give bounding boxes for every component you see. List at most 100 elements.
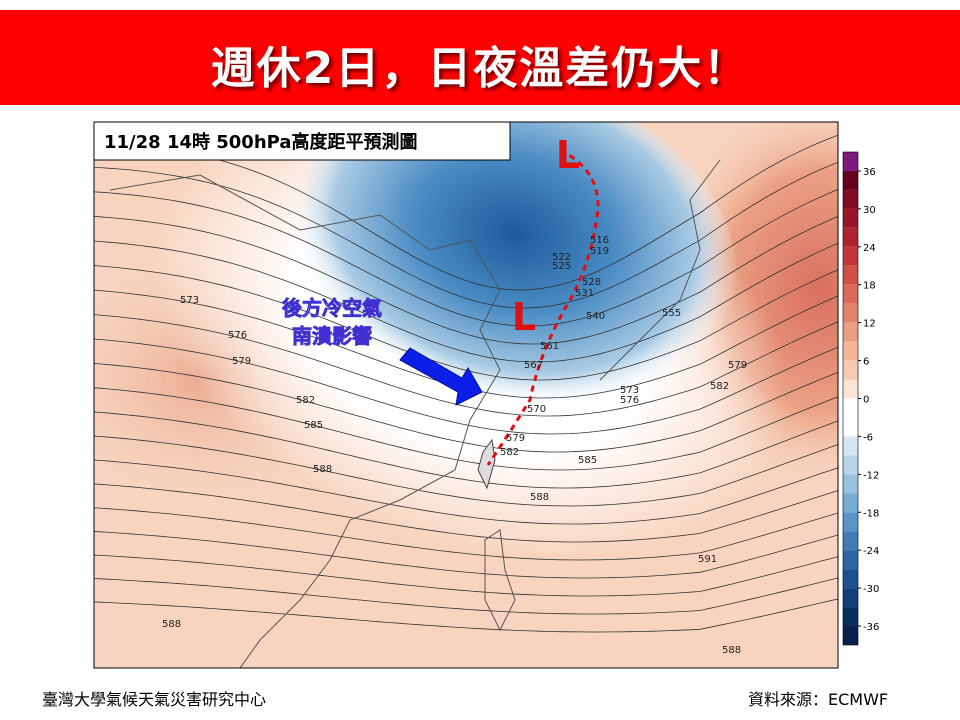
contour-label: 588 (162, 619, 181, 630)
contour-label: 540 (586, 311, 605, 322)
map-title-box (93, 121, 511, 161)
contour-label: 588 (722, 645, 741, 656)
contour-label: 555 (662, 308, 681, 319)
contour-line (94, 459, 838, 525)
low-marker: L (512, 295, 536, 339)
colorbar-segment (843, 607, 858, 627)
colorbar-segment (843, 303, 858, 323)
colorbar-segment (843, 360, 858, 380)
contour-label: 561 (540, 341, 559, 352)
colorbar-tick-label: -30 (863, 584, 879, 595)
philippines (484, 529, 516, 632)
colorbar-tick-label: -12 (863, 470, 879, 481)
contour-label: 585 (304, 420, 323, 431)
contour-line (94, 387, 838, 471)
contour-line (94, 577, 838, 615)
contour-line (94, 161, 838, 309)
contour-label: 591 (698, 554, 717, 565)
banner-title: 週休2日，日夜溫差仍大！ (210, 43, 750, 94)
contour-line (94, 554, 838, 597)
colorbar-segment (843, 588, 858, 608)
contour-line (94, 338, 838, 435)
colorbar-tick-label: -24 (863, 546, 879, 557)
map-title: 11/28 14時 500hPa高度距平預測圖 (104, 131, 418, 153)
contour-line (94, 363, 838, 453)
contour-line (94, 598, 838, 633)
colorbar: 36 30 24 18 12 6 0 -6 -12 -18 -24 -30 -36 (842, 151, 879, 646)
contour-line (94, 314, 838, 417)
colorbar-segment (843, 626, 858, 645)
contour-label: 570 (527, 404, 546, 415)
low-marker: L (556, 133, 580, 177)
trough-line (486, 148, 600, 466)
colorbar-segment (843, 284, 858, 304)
contour-label: 579 (506, 433, 525, 444)
contour-label: 576 (620, 395, 639, 406)
contours (94, 134, 838, 633)
colorbar-segment (843, 379, 858, 399)
colorbar-segment (843, 531, 858, 551)
colorbar-tick-label: 6 (863, 357, 869, 368)
colorbar-tick-label: 36 (863, 167, 876, 178)
contour-label: 516 (590, 235, 609, 246)
footer-left: 臺灣大學氣候天氣災害研究中心 (42, 690, 267, 709)
colorbar-segment (843, 398, 858, 418)
contour-line (94, 483, 838, 543)
contour-label: 573 (620, 385, 639, 396)
contour-label: 531 (575, 288, 594, 299)
taiwan (477, 438, 496, 490)
contour-label: 522 (552, 252, 571, 263)
colorbar-segment (843, 227, 858, 247)
footer-right: 資料來源：ECMWF (748, 690, 889, 709)
colorbar-segment (843, 474, 858, 494)
contour-label: 528 (582, 277, 601, 288)
colorbar-segment (843, 341, 858, 361)
contour-label: 579 (728, 360, 747, 371)
map-area: L L 後方冷空氣 南潰影響 5735765795825855885885195… (94, 122, 838, 668)
colorbar-segment (843, 436, 858, 456)
colorbar-segment (843, 152, 858, 171)
colorbar-segment (843, 512, 858, 532)
contour-line (94, 215, 838, 345)
colorbar-tick-label: -36 (863, 622, 879, 633)
colorbar-tick-label: -18 (863, 508, 879, 519)
annotation: 後方冷空氣 (282, 296, 382, 320)
colorbar-tick-label: 18 (863, 281, 876, 292)
contour-label: 567 (524, 360, 543, 371)
colorbar-tick-label: -6 (863, 432, 873, 443)
contour-label: 579 (232, 356, 251, 367)
contour-label: 582 (710, 381, 729, 392)
colorbar-segment (843, 455, 858, 475)
contour-label: 525 (552, 261, 571, 272)
contour-label: 588 (530, 492, 549, 503)
coastline (109, 174, 501, 668)
colorbar-segment (843, 265, 858, 285)
colorbar-segment (843, 246, 858, 266)
contour-line (94, 265, 838, 381)
contour-label: 582 (296, 395, 315, 406)
contour-line (94, 435, 838, 507)
colorbar-segment (843, 170, 858, 190)
colorbar-tick-label: 12 (863, 319, 876, 330)
contour-line (94, 507, 838, 561)
contour-label: 588 (313, 464, 332, 475)
cold-anomaly (283, 122, 737, 425)
contour-line (94, 531, 838, 579)
colorbar-tick-label: 0 (863, 395, 869, 406)
colorbar-segment (843, 322, 858, 342)
colorbar-segment (843, 569, 858, 589)
colorbar-segment (843, 208, 858, 228)
arrow (399, 347, 483, 406)
banner: 週休2日，日夜溫差仍大！ (0, 10, 960, 105)
colorbar-segment (843, 550, 858, 570)
colorbar-segment (843, 493, 858, 513)
contour-label: 576 (228, 330, 247, 341)
contour-label: 585 (578, 455, 597, 466)
contour-label: 582 (500, 447, 519, 458)
colorbar-tick-label: 30 (863, 205, 876, 216)
contour-line (94, 189, 838, 327)
annotation: 南潰影響 (292, 324, 372, 348)
contour-line (94, 411, 838, 489)
